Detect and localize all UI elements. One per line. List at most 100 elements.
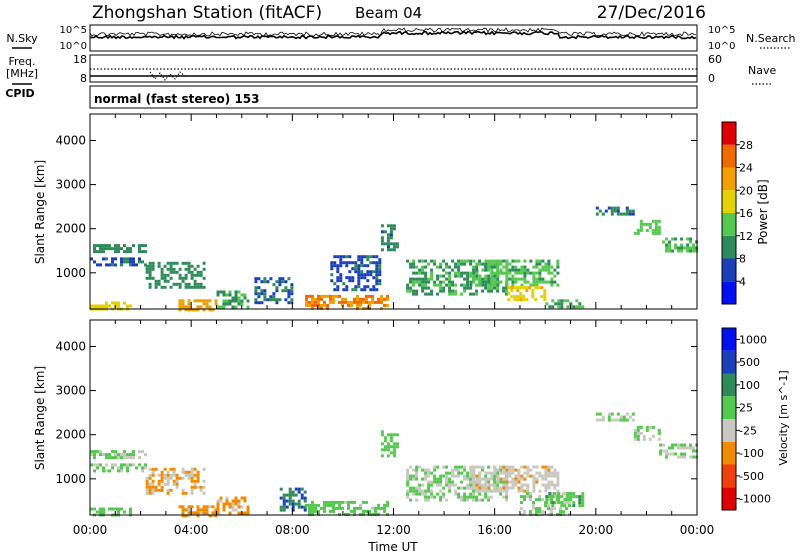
data-cell <box>288 496 292 500</box>
cpid-panel: normal (fast stereo) 153 <box>89 85 698 109</box>
data-cell <box>406 483 410 487</box>
data-cell <box>508 474 512 478</box>
nave-right-tick-top: 60 <box>708 53 722 66</box>
data-cell <box>347 500 350 504</box>
data-cell <box>305 300 308 304</box>
data-cell <box>421 283 425 287</box>
data-cell <box>93 469 96 473</box>
data-cell <box>303 490 307 494</box>
data-cell <box>516 286 520 290</box>
data-cell <box>636 434 640 438</box>
data-cell <box>380 430 384 434</box>
data-cell <box>120 247 123 251</box>
data-cell <box>523 477 527 481</box>
data-cell <box>481 268 485 272</box>
data-cell <box>341 506 344 510</box>
data-cell <box>671 443 675 447</box>
data-cell <box>284 298 288 302</box>
data-cell <box>478 274 482 278</box>
data-cell <box>178 305 182 309</box>
data-cell <box>243 499 247 503</box>
data-cell <box>386 454 390 458</box>
data-cell <box>550 480 554 484</box>
velocity-colorbar-label: Velocity [m s^-1] <box>777 370 790 465</box>
data-cell <box>421 265 425 269</box>
data-cell <box>368 300 371 304</box>
data-cell <box>484 262 488 266</box>
data-cell <box>457 271 461 275</box>
data-cell <box>499 262 503 266</box>
data-cell <box>222 299 226 303</box>
data-cell <box>430 292 434 296</box>
data-cell <box>469 274 473 278</box>
data-cell <box>544 477 548 481</box>
data-cell <box>547 262 551 266</box>
data-cell <box>406 495 410 499</box>
data-cell <box>406 474 410 478</box>
data-cell <box>490 274 494 278</box>
data-cell <box>448 477 452 481</box>
data-cell <box>211 511 215 515</box>
data-cell <box>631 209 635 213</box>
colorbar-tick-label: 25 <box>739 402 753 415</box>
data-cell <box>163 476 167 480</box>
data-cell <box>169 267 173 271</box>
data-cell <box>148 282 152 286</box>
nave-right-tick-bottom: 0 <box>708 72 715 85</box>
data-cell <box>511 259 515 263</box>
data-cell <box>496 286 500 290</box>
data-cell <box>187 470 191 474</box>
colorbar-segment <box>722 396 736 419</box>
data-cell <box>686 246 690 250</box>
data-cell <box>412 486 416 490</box>
data-cell <box>662 443 666 447</box>
data-cell <box>510 295 514 299</box>
data-cell <box>469 292 473 296</box>
data-cell <box>365 509 368 513</box>
data-cell <box>166 279 170 283</box>
data-cell <box>282 508 286 512</box>
data-cell <box>540 286 544 290</box>
data-cell <box>380 306 383 310</box>
noise-left-tick-bottom: 10^0 <box>60 41 87 52</box>
data-cell <box>395 442 399 446</box>
data-cell <box>529 498 532 502</box>
data-cell <box>205 305 209 309</box>
data-cell <box>314 509 317 513</box>
data-cell <box>282 493 286 497</box>
data-cell <box>196 505 200 509</box>
data-cell <box>260 289 264 293</box>
data-cell <box>234 299 238 303</box>
data-cell <box>342 255 346 259</box>
data-cell <box>199 305 203 309</box>
data-cell <box>557 495 561 499</box>
data-cell <box>541 510 544 514</box>
data-cell <box>490 262 494 266</box>
data-cell <box>550 283 554 287</box>
data-cell <box>181 505 185 509</box>
data-cell <box>199 270 203 274</box>
data-cell <box>526 468 530 472</box>
data-cell <box>187 261 191 265</box>
data-cell <box>330 279 334 283</box>
time-axis-ticks: 00:00 04:00 08:00 12:00 16:00 20:00 00:00 <box>73 523 715 537</box>
data-cell <box>639 222 643 226</box>
data-cell <box>184 508 188 512</box>
data-cell <box>532 474 536 478</box>
data-cell <box>475 495 479 499</box>
data-cell <box>383 448 387 452</box>
data-cell <box>353 512 356 516</box>
data-cell <box>216 290 220 294</box>
data-cell <box>516 289 520 293</box>
data-cell <box>228 299 232 303</box>
data-cell <box>454 262 458 266</box>
data-cell <box>493 468 497 472</box>
data-cell <box>556 271 560 275</box>
data-cell <box>105 304 108 308</box>
data-cell <box>333 282 337 286</box>
data-cell <box>412 477 416 481</box>
data-cell <box>628 415 632 419</box>
data-cell <box>466 274 470 278</box>
data-cell <box>651 231 655 235</box>
data-cell <box>493 274 497 278</box>
